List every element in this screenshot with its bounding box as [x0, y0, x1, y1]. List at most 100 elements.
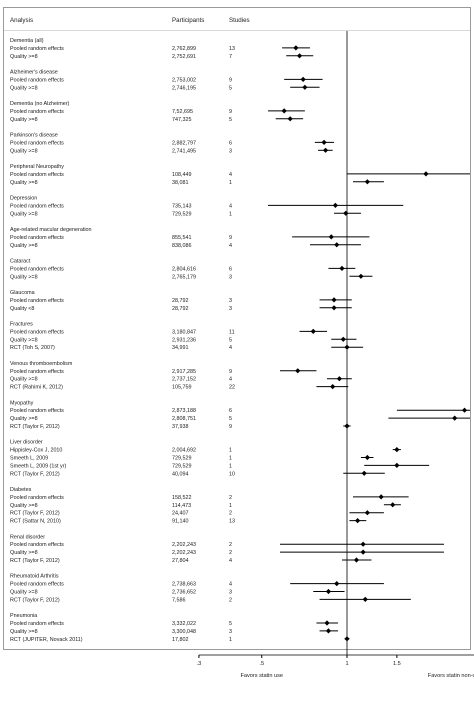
row-label: Quality >=8	[10, 590, 38, 596]
participants-value: 838,086	[172, 243, 192, 249]
participants-value: 2,746,195	[172, 85, 196, 91]
row-label: Pooled random effects	[10, 369, 64, 375]
row-label: Pooled random effects	[10, 329, 64, 335]
studies-value: 2	[229, 542, 232, 548]
studies-value: 7	[229, 54, 232, 60]
point-estimate	[325, 588, 332, 595]
point-estimate	[461, 407, 468, 413]
participants-value: 2,765,179	[172, 274, 196, 280]
participants-value: 2,931,236	[172, 337, 196, 343]
studies-value: 9	[229, 109, 232, 115]
studies-value: 4	[229, 243, 232, 249]
header-studies: Studies	[229, 17, 250, 24]
row-label: Quality >=8	[10, 377, 38, 383]
studies-value: 5	[229, 416, 232, 422]
row-label: RCT (Taylor F, 2012)	[10, 511, 60, 517]
point-estimate	[378, 494, 384, 500]
studies-value: 11	[229, 329, 235, 335]
row-label: Pooled random effects	[10, 140, 64, 146]
row-label: Quality >=8	[10, 550, 38, 556]
point-estimate	[300, 76, 306, 82]
point-estimate	[358, 273, 364, 279]
participants-value: 729,529	[172, 456, 192, 462]
participants-value: 729,529	[172, 211, 192, 217]
participants-value: 17,802	[172, 637, 189, 643]
studies-value: 1	[229, 637, 232, 643]
point-estimate	[287, 116, 293, 122]
studies-value: 1	[229, 211, 232, 217]
row-label: RCT (JUPITER, Novack 2011)	[10, 637, 83, 643]
x-axis: .3 .5 1 1.5 3 5 Favors statin use Favors statin…	[197, 31, 474, 679]
group-label: Pneumonia	[10, 613, 37, 619]
group-label: Myopathy	[10, 400, 34, 406]
participants-value: 28,792	[172, 298, 189, 304]
point-estimate	[336, 376, 342, 382]
studies-value: 3	[229, 306, 232, 312]
point-estimate	[328, 234, 334, 240]
participants-value: 34,991	[172, 345, 189, 351]
row-label: Pooled random effects	[10, 542, 64, 548]
point-estimate	[334, 581, 340, 587]
point-estimate	[354, 518, 361, 524]
participants-value: 855,541	[172, 235, 192, 241]
point-estimate	[332, 202, 338, 208]
point-estimate	[330, 384, 336, 390]
x-tick-label: 1	[345, 661, 348, 667]
row-label: Quality >=8	[10, 503, 38, 509]
point-estimate	[390, 502, 396, 508]
participants-value: 28,792	[172, 306, 189, 312]
participants-value: 2,804,616	[172, 266, 196, 272]
studies-value: 1	[229, 456, 232, 462]
point-estimate	[302, 84, 308, 90]
participants-value: 91,140	[172, 519, 189, 525]
studies-value: 1	[229, 448, 232, 454]
studies-value: 3	[229, 274, 232, 280]
row-label: Pooled random effects	[10, 46, 64, 52]
row-label: Quality >=8	[10, 274, 38, 280]
group-label: Renal disorder	[10, 534, 45, 540]
row-label: RCT (Taylor F, 2012)	[10, 558, 60, 564]
studies-value: 5	[229, 117, 232, 123]
participants-value: 2,753,002	[172, 77, 196, 83]
group-label: Glaucoma	[10, 290, 35, 296]
participants-value: 7,52,695	[172, 109, 193, 115]
participants-value: 7,586	[172, 597, 186, 603]
studies-value: 4	[229, 345, 232, 351]
point-estimate	[364, 510, 370, 516]
studies-value: 1	[229, 463, 232, 469]
point-estimate	[295, 368, 301, 374]
point-estimate	[394, 462, 400, 468]
participants-value: 2,917,285	[172, 369, 196, 375]
group-label: Diabetes	[10, 487, 32, 493]
participants-value: 3,300,048	[172, 629, 196, 635]
point-estimate	[331, 297, 337, 303]
x-tick-label: .3	[197, 661, 202, 667]
studies-value: 9	[229, 424, 232, 430]
participants-value: 27,804	[172, 558, 189, 564]
participants-value: 747,325	[172, 117, 192, 123]
row-label: Pooled random effects	[10, 235, 64, 241]
row-label: Pooled random effects	[10, 408, 64, 414]
participants-value: 2,741,495	[172, 148, 196, 154]
row-label: Quality >=8	[10, 85, 38, 91]
point-estimate	[293, 45, 299, 51]
participants-value: 2,808,751	[172, 416, 196, 422]
header-analysis: Analysis	[10, 17, 33, 24]
studies-value: 4	[229, 377, 232, 383]
row-label: Pooled random effects	[10, 172, 64, 178]
row-label: Quality >=8	[10, 211, 38, 217]
studies-value: 3	[229, 148, 232, 154]
studies-value: 10	[229, 471, 235, 477]
participants-value: 2,882,797	[172, 140, 196, 146]
point-estimate	[360, 541, 366, 547]
x-label-right: Favors statin non-use	[428, 673, 474, 679]
group-label: Fractures	[10, 322, 33, 328]
participants-value: 2,736,652	[172, 590, 196, 596]
row-label: Quality >=8	[10, 416, 38, 422]
studies-value: 4	[229, 558, 232, 564]
studies-value: 1	[229, 503, 232, 509]
x-label-left: Favors statin use	[240, 673, 283, 679]
studies-value: 2	[229, 511, 232, 517]
participants-value: 105,759	[172, 385, 192, 391]
row-label: Smeeth L, 2009 (1st yr)	[10, 463, 67, 469]
